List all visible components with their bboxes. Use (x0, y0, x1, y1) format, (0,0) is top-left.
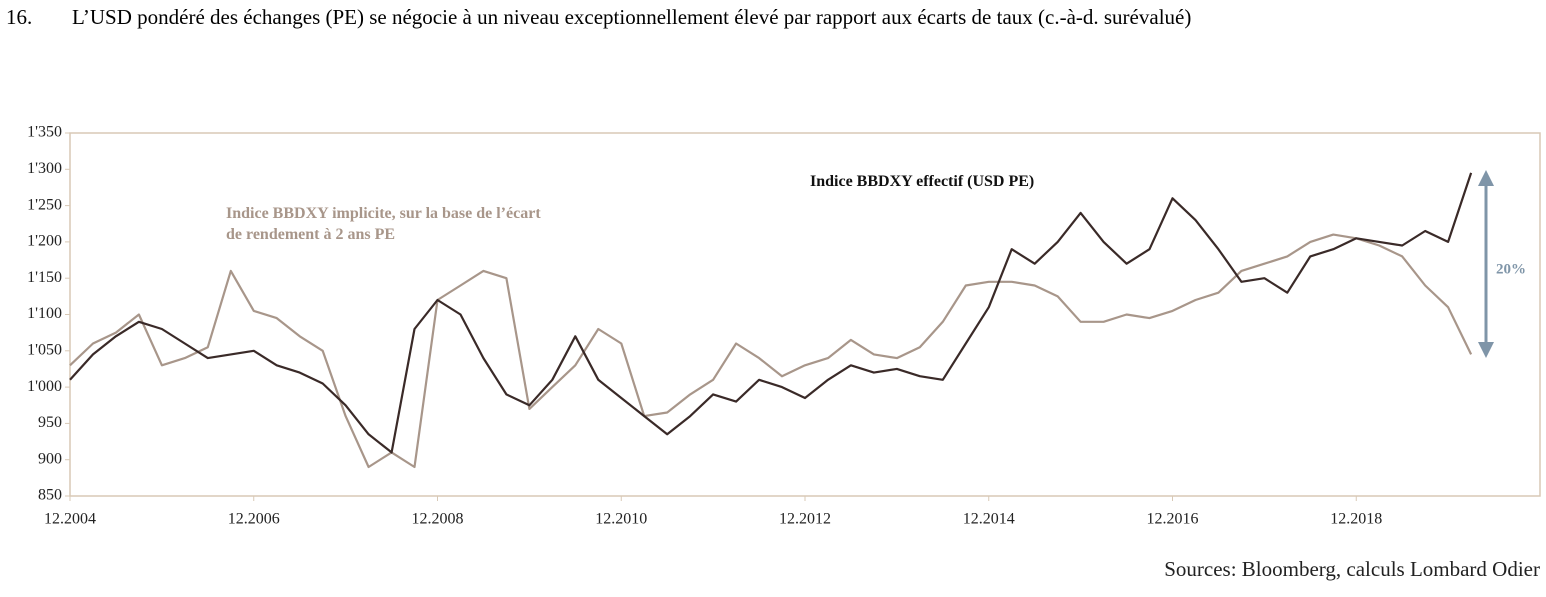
arrow-head (1478, 170, 1494, 186)
y-tick-label: 1'300 (27, 160, 62, 177)
y-tick-label: 850 (38, 487, 62, 504)
annotation: 20% (1496, 261, 1526, 277)
x-tick-label: 12.2012 (779, 511, 831, 528)
x-tick-label: 12.2016 (1147, 511, 1199, 528)
figure-number: 16. (6, 5, 33, 29)
y-tick-label: 1'200 (27, 233, 62, 250)
x-tick-label: 12.2006 (228, 511, 280, 528)
plot-frame (69, 132, 1541, 497)
x-tick-label: 12.2018 (1330, 511, 1382, 528)
x-tick-label: 12.2004 (44, 511, 96, 528)
x-tick-label: 12.2010 (595, 511, 647, 528)
y-tick-label: 1'150 (27, 269, 62, 286)
y-tick-label: 900 (38, 450, 62, 467)
y-tick-label: 1'050 (27, 341, 62, 358)
series-line (69, 233, 1473, 469)
y-tick-label: 950 (38, 414, 62, 431)
arrow-head (1478, 342, 1494, 358)
y-tick-label: 1'250 (27, 196, 62, 213)
chart-title: L’USD pondéré des échanges (PE) se négoc… (72, 5, 1192, 29)
y-tick-label: 1'100 (27, 305, 62, 322)
series-label: Indice BBDXY implicite, sur la base de l… (226, 205, 541, 243)
y-tick-label: 1'000 (27, 378, 62, 395)
y-tick-label: 1'350 (27, 124, 62, 141)
source: Sources: Bloomberg, calculs Lombard Odie… (1164, 557, 1540, 581)
series-line (69, 172, 1473, 454)
x-tick-label: 12.2008 (412, 511, 464, 528)
series-label: Indice BBDXY effectif (USD PE) (810, 173, 1035, 190)
x-tick-label: 12.2014 (963, 511, 1015, 528)
